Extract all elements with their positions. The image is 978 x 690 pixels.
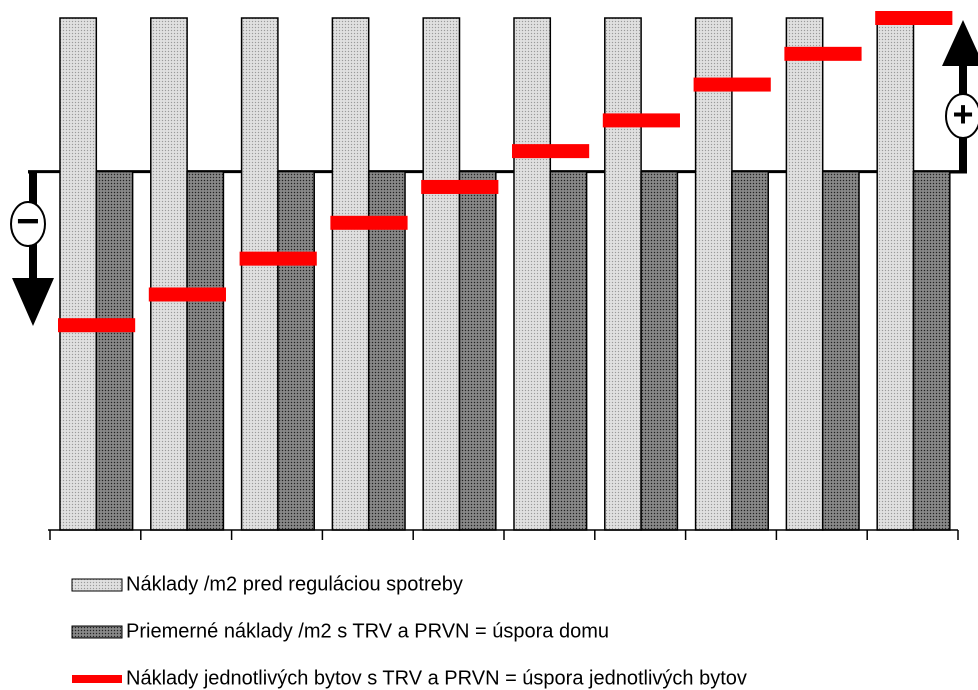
level-marker: [239, 251, 317, 266]
plot-area: [28, 11, 965, 540]
bar: [821, 170, 860, 531]
level-marker: [693, 77, 771, 92]
legend-swatch: [71, 578, 123, 592]
arrows: − +: [10, 20, 978, 326]
plus-circle: [945, 93, 978, 139]
legend-swatch: [72, 675, 122, 683]
bar: [458, 170, 497, 531]
level-marker: [330, 215, 408, 230]
bar: [912, 170, 951, 531]
legend-label: Priemerné náklady /m2 s TRV a PRVN = úsp…: [126, 620, 609, 642]
bar: [694, 17, 733, 531]
bar: [513, 17, 552, 531]
level-marker: [784, 46, 862, 61]
bar: [422, 17, 461, 531]
bar: [785, 17, 824, 531]
bar: [549, 170, 588, 531]
legend: Náklady /m2 pred reguláciou spotreby Prie…: [71, 573, 747, 689]
bar: [604, 17, 642, 531]
level-marker: [58, 318, 136, 333]
bar: [640, 170, 679, 531]
bar: [876, 17, 915, 531]
minus-circle: [10, 201, 46, 247]
arrow-head: [12, 278, 54, 326]
minus-sign: −: [16, 200, 39, 244]
legend-label: Náklady /m2 pred reguláciou spotreby: [126, 573, 463, 595]
bar: [186, 170, 225, 531]
bar: [240, 17, 279, 531]
legend-swatch: [71, 625, 123, 639]
level-marker: [421, 179, 499, 194]
plus-sign: +: [952, 94, 973, 135]
arrow-head: [942, 20, 978, 66]
bar: [331, 17, 370, 531]
legend-label: Náklady jednotlivých bytov s TRV a PRVN …: [126, 667, 747, 689]
level-marker: [512, 144, 590, 159]
level-marker: [602, 113, 680, 128]
bar: [95, 170, 134, 531]
bar: [150, 17, 188, 531]
bar: [731, 170, 769, 531]
level-marker: [875, 11, 953, 25]
bar: [277, 170, 315, 531]
level-marker: [148, 287, 226, 302]
bar: [59, 17, 98, 531]
